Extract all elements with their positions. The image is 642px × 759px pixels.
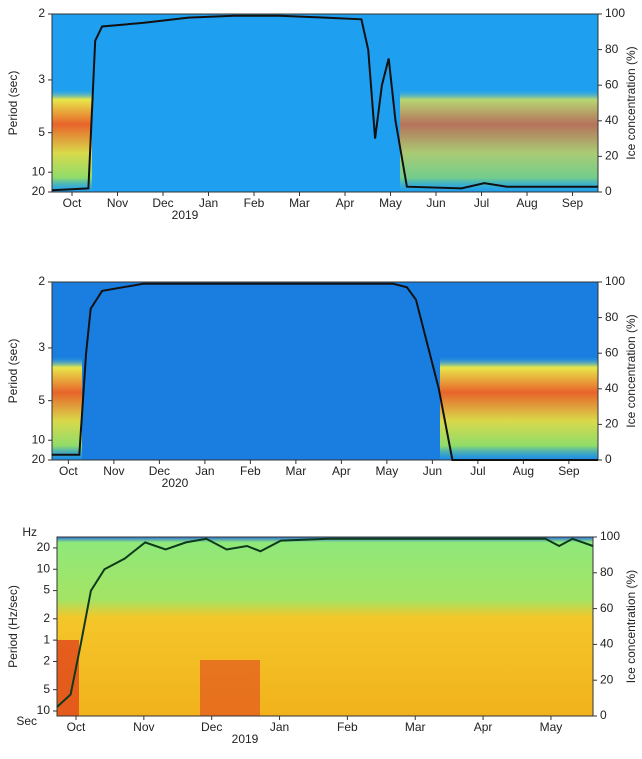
y2-tick-label: 40 — [605, 381, 619, 395]
y-axis-label: Period (Hz/sec) — [6, 585, 20, 668]
y-tick-label: 2 — [43, 611, 50, 625]
y2-tick-label: 100 — [600, 529, 620, 543]
x-axis-year: 2019 — [232, 732, 259, 746]
y-tick-label: 5 — [38, 393, 45, 407]
x-tick-label: Apr — [336, 196, 355, 210]
x-tick-label: Oct — [59, 464, 78, 478]
x-tick-label: Sep — [558, 464, 580, 478]
y2-tick-label: 100 — [605, 274, 625, 288]
x-tick-label: Apr — [332, 464, 351, 478]
x-tick-label: Feb — [240, 464, 261, 478]
y-tick-label: 10 — [37, 561, 51, 575]
x-axis-year: 2019 — [172, 208, 199, 222]
x-tick-label: Jan — [195, 464, 214, 478]
y-tick-label: 2 — [43, 654, 50, 668]
x-tick-label: Nov — [103, 464, 124, 478]
x-tick-label: Feb — [244, 196, 265, 210]
ice-line — [52, 282, 598, 461]
x-tick-label: Dec — [149, 464, 170, 478]
x-tick-label: Feb — [337, 720, 358, 734]
y2-tick-label: 20 — [600, 672, 614, 686]
x-tick-label: Aug — [513, 464, 534, 478]
x-tick-label: Oct — [67, 720, 86, 734]
x-tick-label: Aug — [516, 196, 537, 210]
y-tick-label: 20 — [32, 184, 46, 198]
ice-line — [56, 537, 594, 708]
x-tick-label: Mar — [289, 196, 310, 210]
spectrogram-bg — [52, 14, 598, 716]
x-tick-label: Jun — [426, 196, 445, 210]
x-tick-label: Dec — [152, 196, 173, 210]
y-tick-label: 10 — [32, 164, 46, 178]
y2-tick-label: 40 — [605, 113, 619, 127]
y2-tick-label: 60 — [600, 601, 614, 615]
x-axis-year: 2020 — [162, 476, 189, 490]
y2-tick-label: 60 — [605, 345, 619, 359]
y-tick-label: 10 — [37, 703, 51, 717]
y-tick-label: 20 — [32, 452, 46, 466]
x-tick-label: May — [376, 464, 399, 478]
y-tick-label: 3 — [38, 72, 45, 86]
y2-tick-label: 80 — [600, 565, 614, 579]
x-tick-label: Nov — [133, 720, 154, 734]
y2-tick-label: 80 — [605, 42, 619, 56]
x-tick-label: Jan — [270, 720, 289, 734]
x-tick-label: Jun — [423, 464, 442, 478]
y2-axis-label: Ice concentration (%) — [624, 46, 638, 159]
x-tick-label: Oct — [63, 196, 82, 210]
y2-tick-label: 60 — [605, 77, 619, 91]
y-tick-label: 5 — [43, 583, 50, 597]
y-tick-label: 5 — [43, 682, 50, 696]
y-unit-top: Hz — [22, 525, 37, 539]
x-tick-label: May — [379, 196, 402, 210]
x-tick-label: Jul — [470, 464, 485, 478]
plot-frame — [51, 13, 599, 193]
y2-tick-label: 20 — [605, 149, 619, 163]
y-axis-label: Period (sec) — [6, 71, 20, 136]
y-tick-label: 2 — [38, 274, 45, 288]
y2-tick-label: 80 — [605, 310, 619, 324]
y2-axis-label: Ice concentration (%) — [624, 314, 638, 427]
y2-tick-label: 0 — [605, 452, 612, 466]
y-tick-label: 20 — [37, 540, 51, 554]
x-tick-label: Sep — [562, 196, 584, 210]
y2-axis-label: Ice concentration (%) — [624, 570, 638, 683]
y2-tick-label: 100 — [605, 6, 625, 20]
x-tick-label: May — [540, 720, 563, 734]
ice-line — [51, 14, 598, 192]
y2-tick-label: 20 — [605, 417, 619, 431]
x-tick-label: Apr — [474, 720, 493, 734]
plot-frame — [56, 536, 594, 717]
plot-frame — [51, 281, 599, 461]
x-tick-label: Jan — [199, 196, 218, 210]
y-tick-label: 5 — [38, 125, 45, 139]
y2-tick-label: 40 — [600, 637, 614, 651]
y-tick-label: 10 — [32, 432, 46, 446]
x-tick-label: Mar — [405, 720, 426, 734]
y-tick-label: 3 — [38, 340, 45, 354]
x-tick-label: Jul — [474, 196, 489, 210]
y2-tick-label: 0 — [600, 708, 607, 722]
x-tick-label: Nov — [107, 196, 128, 210]
x-tick-label: Dec — [201, 720, 222, 734]
y-tick-label: 1 — [43, 632, 50, 646]
y2-tick-label: 0 — [605, 184, 612, 198]
y-unit-bottom: Sec — [16, 714, 37, 728]
y-axis-label: Period (sec) — [6, 339, 20, 404]
y-tick-label: 2 — [38, 6, 45, 20]
x-tick-label: Mar — [286, 464, 307, 478]
